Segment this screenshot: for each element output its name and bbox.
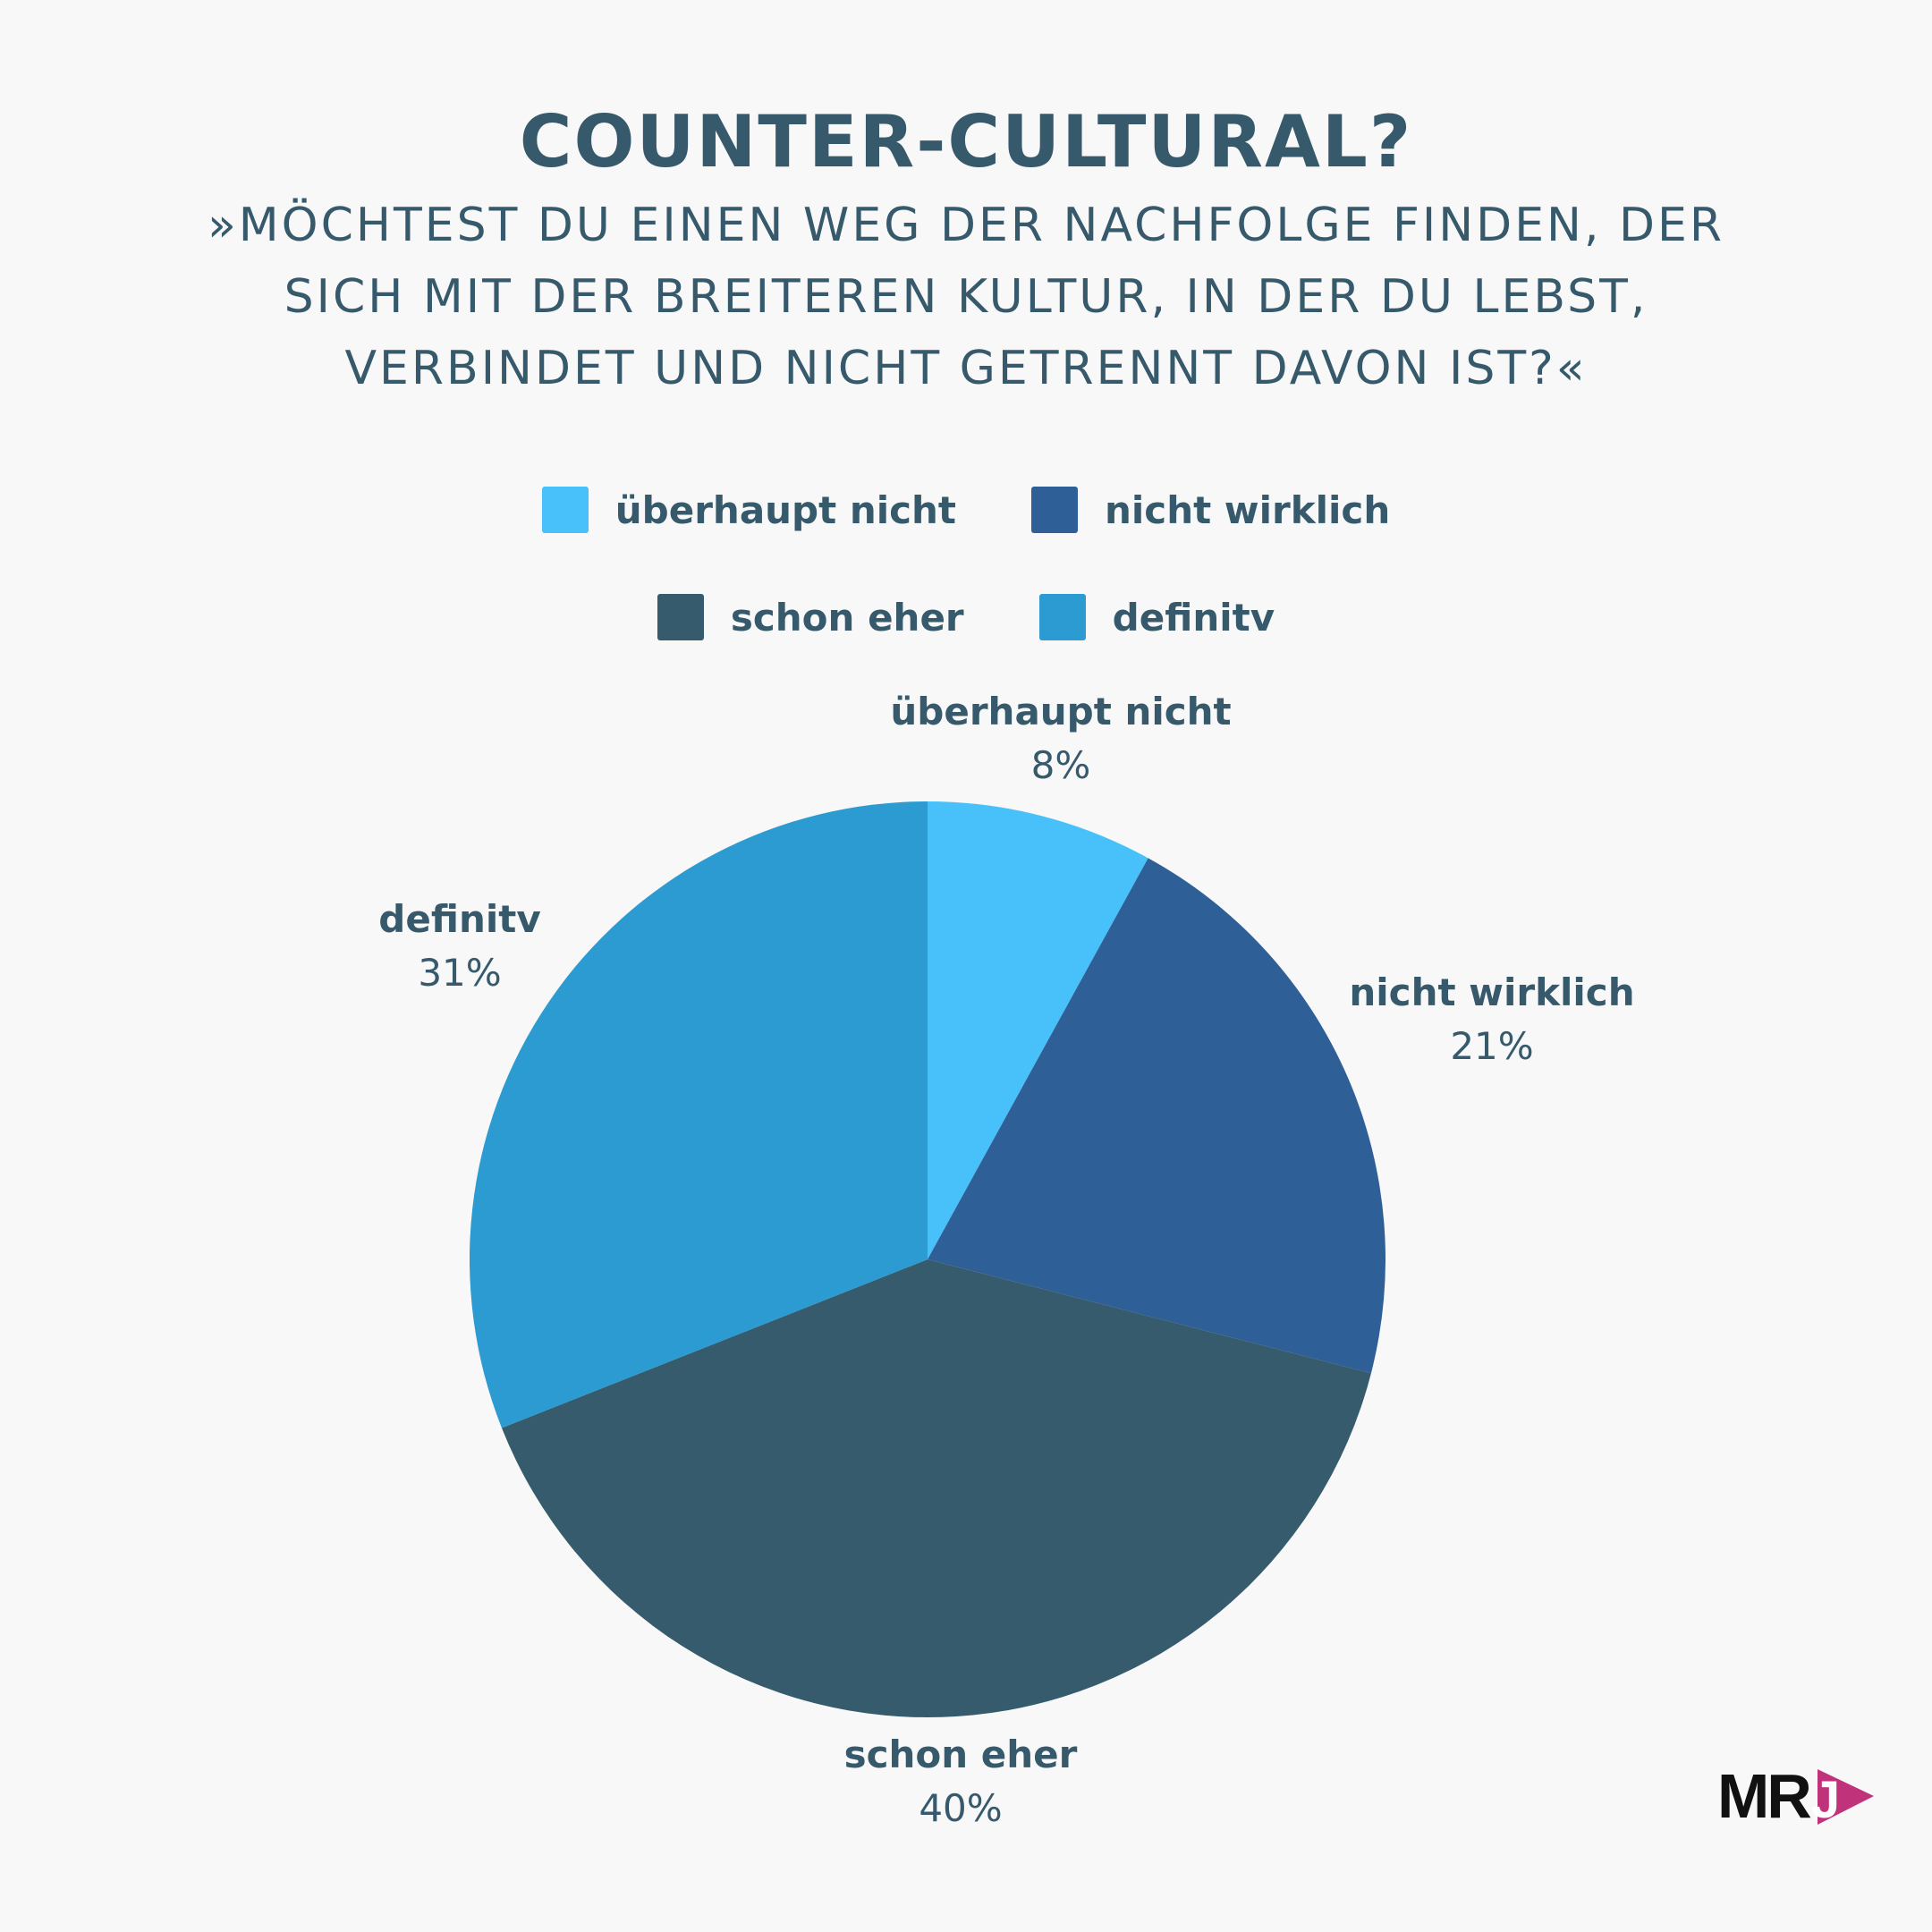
legend-row: überhaupt nicht nicht wirklich — [0, 487, 1932, 533]
legend-item: überhaupt nicht — [541, 487, 956, 533]
slice-value: 8% — [1030, 743, 1091, 787]
legend-item: nicht wirklich — [1031, 487, 1390, 533]
slice-label: überhaupt nicht 8% — [890, 685, 1231, 792]
legend-label: überhaupt nicht — [614, 487, 956, 532]
legend-swatch — [1031, 487, 1078, 533]
legend-label: nicht wirklich — [1105, 487, 1391, 532]
pie-slice — [928, 858, 1385, 1374]
slice-category: definitv — [378, 897, 541, 941]
chart-subtitle: »MÖCHTEST DU EINEN WEG DER NACHFOLGE FIN… — [107, 190, 1825, 404]
logo-text: MRJ — [1717, 1761, 1840, 1831]
pie-slice — [470, 801, 928, 1428]
pie-slice — [928, 801, 1148, 1259]
legend-swatch — [541, 487, 589, 533]
slice-value: 40% — [919, 1786, 1003, 1830]
legend-swatch — [657, 594, 704, 640]
slice-category: überhaupt nicht — [890, 690, 1232, 733]
legend-label: schon eher — [730, 595, 964, 640]
legend-item: definitv — [1038, 594, 1275, 640]
logo-mark-icon — [1818, 1769, 1874, 1825]
slice-value: 21% — [1450, 1024, 1534, 1068]
legend-item: schon eher — [657, 594, 964, 640]
subtitle-line: VERBINDET UND NICHT GETRENNT DAVON IST?« — [344, 342, 1588, 395]
chart-title: COUNTER-CULTURAL? — [519, 100, 1413, 183]
legend-row: schon eher definitv — [0, 594, 1932, 640]
slice-label: nicht wirklich 21% — [1349, 966, 1634, 1073]
slice-category: schon eher — [843, 1733, 1078, 1776]
legend-label: definitv — [1112, 595, 1275, 640]
mrj-logo: MRJ — [1717, 1760, 1878, 1832]
slice-label: schon eher 40% — [844, 1728, 1078, 1835]
subtitle-line: »MÖCHTEST DU EINEN WEG DER NACHFOLGE FIN… — [207, 199, 1725, 252]
subtitle-line: SICH MIT DER BREITEREN KULTUR, IN DER DU… — [284, 270, 1648, 324]
slice-category: nicht wirklich — [1349, 970, 1635, 1014]
slice-label: definitv 31% — [378, 893, 540, 1000]
legend-swatch — [1038, 594, 1086, 640]
slice-value: 31% — [418, 951, 502, 995]
pie-slice — [501, 1259, 1371, 1718]
